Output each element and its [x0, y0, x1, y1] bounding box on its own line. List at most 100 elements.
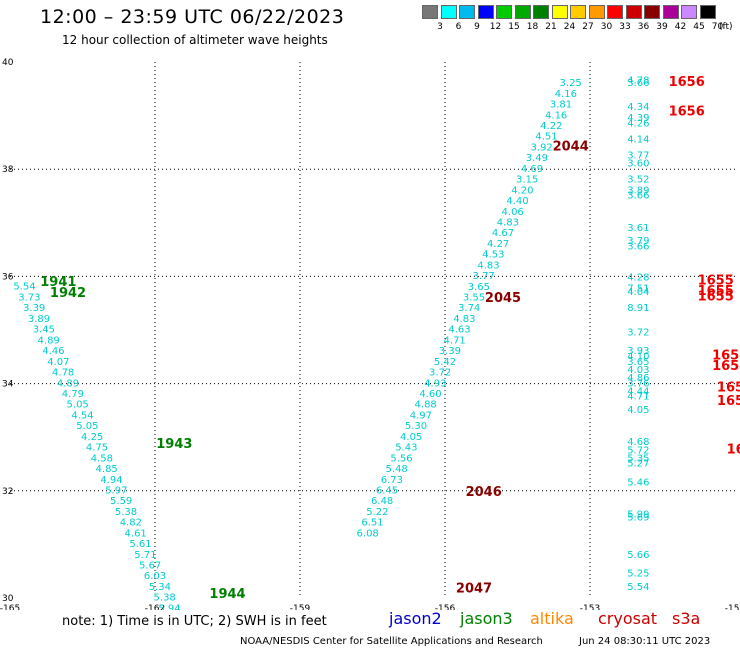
color-swatch — [607, 5, 623, 19]
color-scale-label: 42 — [674, 22, 687, 32]
wave-height-value: 4.34 — [627, 102, 649, 113]
time-label: 1655 — [698, 284, 734, 299]
color-swatch — [514, 5, 531, 19]
time-label: 1656 — [669, 75, 705, 90]
wave-height-value: 3.66 — [627, 78, 649, 89]
wave-height-value: 3.49 — [526, 153, 548, 164]
wave-height-value: 4.16 — [555, 89, 577, 100]
note-text: note: 1) Time is in UTC; 2) SWH is in fe… — [62, 614, 327, 629]
wave-height-value: 4.82 — [120, 518, 142, 529]
wave-height-value: 8.91 — [627, 303, 649, 314]
x-tick-label: -165 — [0, 604, 20, 610]
wave-height-value: 4.20 — [511, 185, 533, 196]
time-label: 1656 — [669, 105, 705, 120]
wave-height-value: 3.65 — [468, 282, 490, 293]
wave-height-value: 4.93 — [424, 378, 446, 389]
color-scale-label: 15 — [508, 22, 520, 32]
wave-height-value: 3.89 — [627, 185, 649, 196]
wave-height-map: -165 -162 -159 -156 -153 -150 30 32 34 36 38 40 5.54… — [0, 58, 740, 610]
y-tick-label: 32 — [2, 487, 13, 497]
wave-height-value: 4.26 — [627, 118, 649, 129]
time-label: 1944 — [209, 587, 245, 602]
wave-height-value: 4.83 — [477, 260, 499, 271]
wave-height-value: 3.66 — [627, 191, 649, 202]
wave-height-value: 4.71 — [444, 335, 466, 346]
color-swatch — [551, 5, 568, 19]
time-label: 1654 — [712, 359, 740, 374]
wave-height-value: 4.22 — [540, 121, 562, 132]
wave-height-value: 6.48 — [371, 496, 393, 507]
wave-height-value: 5.42 — [434, 357, 456, 368]
color-scale-label: 24 — [563, 22, 576, 32]
wave-height-value: 4.05 — [400, 432, 422, 443]
wave-height-value: 3.39 — [439, 346, 461, 357]
footer-timestamp: Jun 24 08:30:11 UTC 2023 — [579, 636, 711, 647]
wave-height-value: 5.27 — [627, 459, 649, 470]
time-label: 1655 — [698, 273, 734, 288]
wave-height-value: 4.61 — [125, 528, 147, 539]
time-label: 2045 — [485, 291, 521, 306]
color-swatch — [440, 5, 457, 19]
wave-height-value: 5.61 — [129, 539, 151, 550]
time-label: 1942 — [50, 286, 86, 301]
wave-height-value: 3.39 — [23, 303, 45, 314]
mission-label-cryosat: cryosat — [598, 609, 658, 628]
wave-height-value: 4.75 — [86, 443, 108, 454]
wave-height-value: 5.05 — [76, 421, 98, 432]
wave-height-value: 4.25 — [81, 432, 103, 443]
color-swatch — [533, 5, 549, 19]
wave-height-value: 7.51 — [627, 283, 649, 294]
wave-height-value: 3.89 — [28, 314, 50, 325]
wave-height-value: 4.60 — [419, 389, 441, 400]
color-swatch — [681, 5, 697, 19]
wave-height-value: 3.79 — [627, 236, 649, 247]
mission-label-jason2: jason2 — [389, 609, 442, 628]
wave-height-value: 4.71 — [627, 392, 649, 403]
y-tick-label: 40 — [2, 58, 14, 68]
wave-height-value: 5.69 — [627, 512, 649, 523]
color-scale-label: 18 — [526, 22, 539, 32]
color-swatch — [699, 5, 716, 19]
wave-height-value: 5.05 — [67, 400, 89, 411]
color-swatch — [625, 5, 642, 19]
wave-height-value: 3.72 — [627, 327, 649, 338]
wave-height-value: 5.35 — [627, 453, 649, 464]
wave-height-value: 4.85 — [96, 464, 118, 475]
time-label: 1943 — [156, 437, 192, 452]
wave-height-value: 3.77 — [627, 150, 649, 161]
mission-label-jason3: jason3 — [460, 609, 513, 628]
x-tick-label: -150 — [725, 604, 740, 610]
wave-height-value: 5.34 — [149, 582, 171, 593]
wave-height-value: 3.25 — [560, 78, 582, 89]
wave-height-value: 4.40 — [506, 196, 528, 207]
color-swatch — [459, 5, 475, 19]
wave-height-value: 3.15 — [516, 175, 538, 186]
color-scale-label: 27 — [582, 22, 594, 32]
wave-height-value: 4.51 — [535, 132, 557, 143]
wave-height-value: 3.60 — [627, 159, 649, 170]
wave-height-value: 4.03 — [627, 365, 649, 376]
wave-height-value: 5.59 — [110, 496, 132, 507]
color-scale-label: 6 — [455, 22, 462, 32]
wave-height-value: 5.94 — [158, 603, 180, 610]
wave-height-value: 3.76 — [627, 378, 649, 389]
y-tick-label: 34 — [2, 380, 14, 390]
wave-height-value: 5.71 — [134, 550, 156, 561]
wave-height-value: 4.05 — [627, 405, 649, 416]
x-tick-label: -159 — [290, 604, 311, 610]
color-scale-label: 33 — [619, 22, 631, 32]
color-scale-label: 45 — [693, 22, 705, 32]
wave-height-value: 3.93 — [627, 346, 649, 357]
wave-height-value: 3.55 — [463, 293, 485, 304]
wave-height-value: 6.51 — [361, 518, 383, 529]
wave-height-value: 3.52 — [627, 175, 649, 186]
wave-height-value: 5.56 — [390, 453, 412, 464]
wave-height-value: 4.97 — [410, 410, 432, 421]
x-tick-label: -153 — [580, 604, 600, 610]
wave-height-value: 4.88 — [415, 400, 437, 411]
wave-height-value: 4.78 — [627, 75, 649, 86]
wave-height-value: 5.38 — [115, 507, 137, 518]
wave-height-value: 5.46 — [627, 477, 649, 488]
color-scale-unit: (ft) — [719, 22, 733, 32]
time-label: 1655 — [698, 290, 734, 305]
